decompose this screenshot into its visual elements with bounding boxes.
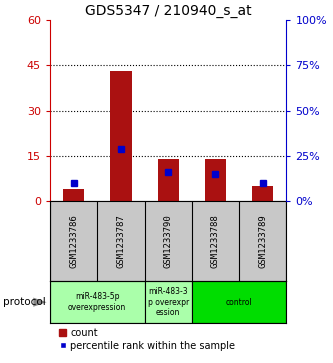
Bar xyxy=(205,159,226,201)
Bar xyxy=(192,281,286,323)
Text: GSM1233786: GSM1233786 xyxy=(69,215,78,268)
Bar xyxy=(252,186,273,201)
Text: GSM1233789: GSM1233789 xyxy=(258,215,267,268)
Title: GDS5347 / 210940_s_at: GDS5347 / 210940_s_at xyxy=(85,4,251,17)
Text: GSM1233787: GSM1233787 xyxy=(116,215,126,268)
Bar xyxy=(63,189,84,201)
Polygon shape xyxy=(33,298,47,307)
Text: miR-483-5p
overexpression: miR-483-5p overexpression xyxy=(68,293,126,312)
Bar xyxy=(145,281,192,323)
Text: GSM1233788: GSM1233788 xyxy=(211,215,220,268)
Text: protocol: protocol xyxy=(3,297,46,307)
Bar xyxy=(158,159,179,201)
Bar xyxy=(50,281,145,323)
Bar xyxy=(110,72,132,201)
Text: control: control xyxy=(226,298,252,307)
Text: GSM1233790: GSM1233790 xyxy=(164,215,173,268)
Legend: count, percentile rank within the sample: count, percentile rank within the sample xyxy=(55,324,239,355)
Text: miR-483-3
p overexpr
ession: miR-483-3 p overexpr ession xyxy=(148,287,189,317)
